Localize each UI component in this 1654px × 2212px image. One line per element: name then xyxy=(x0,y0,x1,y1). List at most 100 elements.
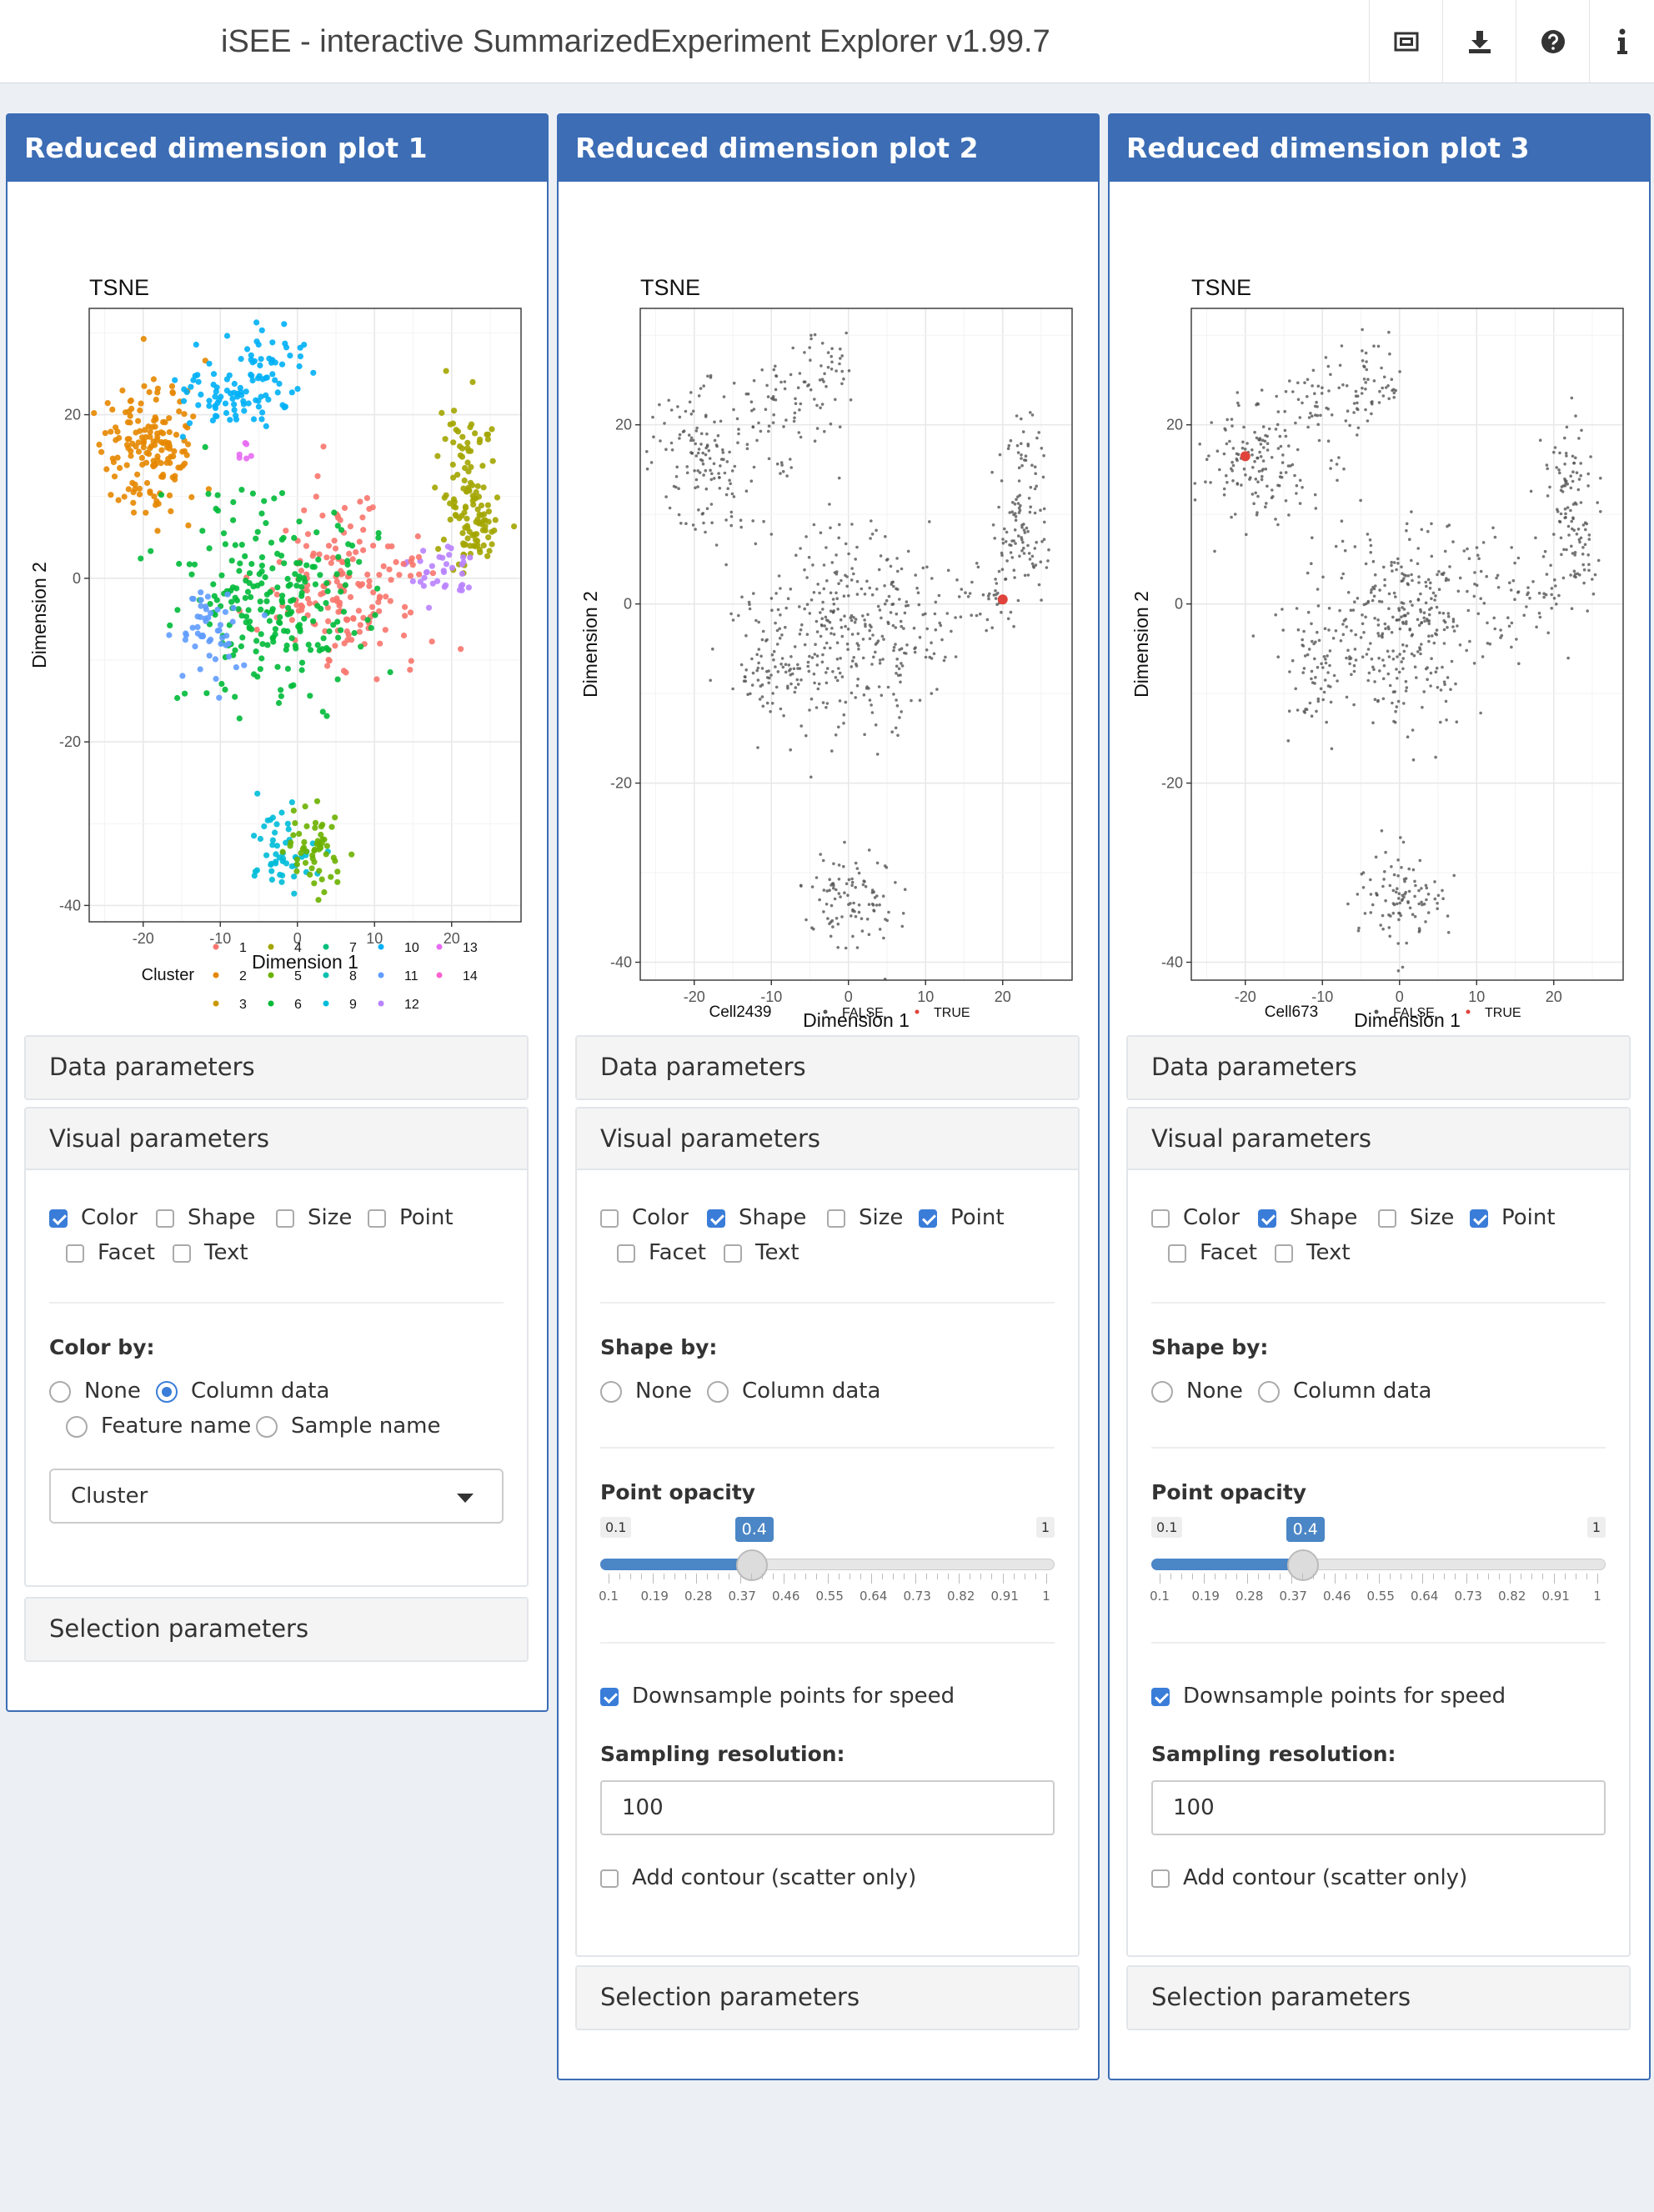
checkbox-icon[interactable] xyxy=(173,1244,191,1263)
point-checkbox[interactable]: Point xyxy=(1470,1205,1556,1230)
data-point xyxy=(704,413,708,418)
checkbox-icon[interactable] xyxy=(276,1209,294,1228)
checkbox-icon[interactable] xyxy=(368,1209,386,1228)
data-point xyxy=(872,908,875,912)
color-by-none-radio[interactable]: None xyxy=(49,1379,141,1404)
selection-parameters-box[interactable]: Selection parameters xyxy=(575,1965,1080,2030)
shape-by-column-data-radio[interactable]: Column data xyxy=(707,1379,880,1404)
checkbox-icon[interactable] xyxy=(919,1209,937,1228)
data-parameters-box[interactable]: Data parameters xyxy=(575,1035,1080,1100)
radio-icon[interactable] xyxy=(600,1380,622,1403)
help-button[interactable] xyxy=(1516,0,1589,83)
facet-checkbox[interactable]: Facet xyxy=(66,1240,155,1265)
checkbox-icon[interactable] xyxy=(49,1209,68,1228)
data-point xyxy=(1016,598,1020,603)
data-parameters-header[interactable]: Data parameters xyxy=(1128,1037,1629,1098)
color-by-sample-name-radio[interactable]: Sample name xyxy=(256,1414,441,1439)
sampling-resolution-input[interactable]: 100 xyxy=(1151,1780,1606,1835)
visual-parameters-header[interactable]: Visual parameters xyxy=(577,1109,1078,1170)
radio-icon[interactable] xyxy=(156,1380,178,1403)
selection-parameters-box[interactable]: Selection parameters xyxy=(1126,1965,1631,2030)
downsample-checkbox[interactable]: Downsample points for speed xyxy=(600,1684,955,1709)
checkbox-icon[interactable] xyxy=(600,1687,619,1706)
help-icon xyxy=(1541,30,1565,53)
selection-parameters-header[interactable]: Selection parameters xyxy=(1128,1967,1629,2029)
color-by-column-data-radio[interactable]: Column data xyxy=(156,1379,329,1404)
point-opacity-slider[interactable]: 0.1 1 0.4 0.1 0.19 0.28 0.37 0.46 0.55 0.64 0.7… xyxy=(599,1517,1055,1609)
text-checkbox[interactable]: Text xyxy=(724,1240,799,1265)
data-point xyxy=(855,867,860,870)
data-point xyxy=(258,563,265,569)
text-checkbox[interactable]: Text xyxy=(173,1240,248,1265)
selection-parameters-header[interactable]: Selection parameters xyxy=(26,1599,527,1660)
color-by-select[interactable]: Cluster xyxy=(49,1469,504,1524)
download-button[interactable] xyxy=(1442,0,1516,83)
point-checkbox[interactable]: Point xyxy=(919,1205,1005,1230)
visual-parameters-header[interactable]: Visual parameters xyxy=(26,1109,527,1170)
export-image-button[interactable] xyxy=(1369,0,1442,83)
shape-by-none-radio[interactable]: None xyxy=(1151,1379,1243,1404)
sampling-resolution-input[interactable]: 100 xyxy=(600,1780,1055,1835)
radio-icon[interactable] xyxy=(1258,1380,1280,1403)
selection-parameters-box[interactable]: Selection parameters xyxy=(24,1597,529,1662)
color-checkbox[interactable]: Color xyxy=(1151,1205,1240,1230)
shape-checkbox[interactable]: Shape xyxy=(707,1205,806,1230)
point-checkbox[interactable]: Point xyxy=(368,1205,454,1230)
radio-icon[interactable] xyxy=(256,1415,278,1438)
checkbox-icon[interactable] xyxy=(600,1209,619,1228)
data-parameters-header[interactable]: Data parameters xyxy=(26,1037,527,1098)
downsample-checkbox[interactable]: Downsample points for speed xyxy=(1151,1684,1506,1709)
data-point xyxy=(878,658,882,662)
data-point xyxy=(1563,463,1566,466)
shape-checkbox[interactable]: Shape xyxy=(1258,1205,1357,1230)
radio-icon[interactable] xyxy=(66,1415,88,1438)
checkbox-icon[interactable] xyxy=(1378,1209,1396,1228)
radio-icon[interactable] xyxy=(1151,1380,1173,1403)
facet-checkbox[interactable]: Facet xyxy=(1168,1240,1257,1265)
checkbox-icon[interactable] xyxy=(1275,1244,1293,1263)
color-checkbox[interactable]: Color xyxy=(49,1205,138,1230)
divider xyxy=(600,1447,1055,1449)
checkbox-icon[interactable] xyxy=(617,1244,635,1263)
checkbox-icon[interactable] xyxy=(724,1244,742,1263)
shape-by-column-data-radio[interactable]: Column data xyxy=(1258,1379,1431,1404)
checkbox-icon[interactable] xyxy=(66,1244,84,1263)
facet-checkbox[interactable]: Facet xyxy=(617,1240,706,1265)
checkbox-icon[interactable] xyxy=(1151,1869,1170,1888)
checkbox-icon[interactable] xyxy=(1151,1209,1170,1228)
size-checkbox[interactable]: Size xyxy=(1378,1205,1454,1230)
checkbox-icon[interactable] xyxy=(600,1869,619,1888)
contour-checkbox[interactable]: Add contour (scatter only) xyxy=(1151,1865,1467,1890)
checkbox-icon[interactable] xyxy=(827,1209,845,1228)
data-parameters-box[interactable]: Data parameters xyxy=(1126,1035,1631,1100)
visual-parameters-header[interactable]: Visual parameters xyxy=(1128,1109,1629,1170)
radio-icon[interactable] xyxy=(49,1380,71,1403)
shape-by-none-radio[interactable]: None xyxy=(600,1379,692,1404)
checkbox-icon[interactable] xyxy=(1151,1687,1170,1706)
size-checkbox[interactable]: Size xyxy=(276,1205,352,1230)
data-parameters-box[interactable]: Data parameters xyxy=(24,1035,529,1100)
point-opacity-slider[interactable]: 0.1 1 0.4 0.1 0.19 0.28 0.37 0.46 0.55 0.64 0.7… xyxy=(1150,1517,1606,1609)
checkbox-icon[interactable] xyxy=(707,1209,725,1228)
data-point xyxy=(861,614,865,618)
data-point xyxy=(1361,622,1365,626)
slider-min: 0.1 xyxy=(600,1517,632,1538)
contour-checkbox[interactable]: Add contour (scatter only) xyxy=(600,1865,916,1890)
checkbox-icon[interactable] xyxy=(1470,1209,1488,1228)
shape-checkbox[interactable]: Shape xyxy=(156,1205,255,1230)
data-parameters-header[interactable]: Data parameters xyxy=(577,1037,1078,1098)
data-point xyxy=(1558,451,1561,455)
selection-parameters-header[interactable]: Selection parameters xyxy=(577,1967,1078,2029)
checkbox-icon[interactable] xyxy=(156,1209,174,1228)
color-by-feature-name-radio[interactable]: Feature name xyxy=(66,1414,251,1439)
checkbox-icon[interactable] xyxy=(1258,1209,1276,1228)
checkbox-icon[interactable] xyxy=(1168,1244,1186,1263)
text-checkbox[interactable]: Text xyxy=(1275,1240,1351,1265)
size-checkbox[interactable]: Size xyxy=(827,1205,903,1230)
color-checkbox[interactable]: Color xyxy=(600,1205,689,1230)
radio-icon[interactable] xyxy=(707,1380,729,1403)
info-button[interactable] xyxy=(1589,0,1654,83)
